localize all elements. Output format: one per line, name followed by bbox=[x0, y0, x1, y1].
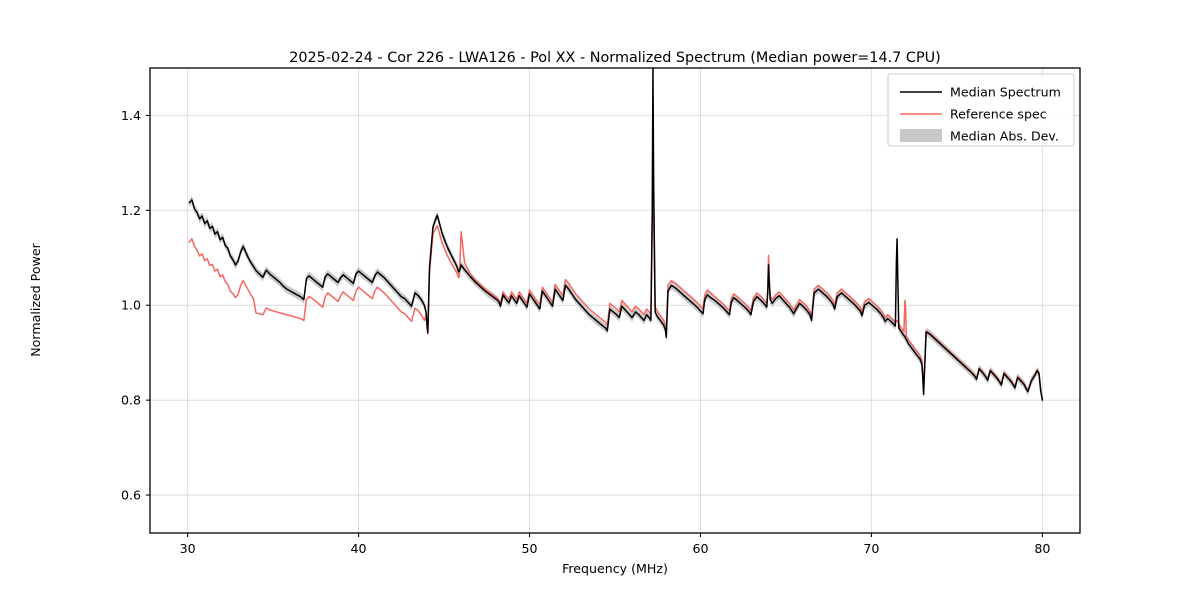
legend-item-label: Median Spectrum bbox=[950, 85, 1061, 100]
legend-item-label: Median Abs. Dev. bbox=[950, 129, 1059, 144]
axes-spines bbox=[149, 67, 1081, 534]
y-tick-label: 0.6 bbox=[121, 488, 141, 503]
y-tick-label: 1.2 bbox=[121, 203, 141, 218]
x-tick-label: 70 bbox=[863, 541, 879, 556]
x-tick-label: 50 bbox=[522, 541, 538, 556]
x-axis-label: Frequency (MHz) bbox=[562, 561, 668, 576]
x-tick-label: 80 bbox=[1034, 541, 1050, 556]
x-tick-label: 60 bbox=[692, 541, 708, 556]
chart-title: 2025-02-24 - Cor 226 - LWA126 - Pol XX -… bbox=[289, 50, 941, 66]
y-tick-label: 1.4 bbox=[121, 108, 141, 123]
reference-spec-line bbox=[188, 114, 1044, 400]
legend-item-label: Reference spec bbox=[950, 107, 1047, 122]
y-tick-label: 0.8 bbox=[121, 393, 141, 408]
median-spectrum-line bbox=[188, 67, 1044, 401]
x-tick-label: 40 bbox=[351, 541, 367, 556]
y-axis-label: Normalized Power bbox=[28, 242, 43, 356]
x-tick-label: 30 bbox=[180, 541, 196, 556]
data-series-layer bbox=[188, 67, 1044, 405]
y-tick-label: 1.0 bbox=[121, 298, 141, 313]
axis-ticks: 30 40 50 60 70 80 0.6 0.8 1.0 1.2 1.4 bbox=[121, 108, 1050, 556]
chart-legend[interactable]: Median Spectrum Reference spec Median Abs.… bbox=[887, 73, 1075, 147]
legend-swatch-mad bbox=[900, 129, 942, 142]
